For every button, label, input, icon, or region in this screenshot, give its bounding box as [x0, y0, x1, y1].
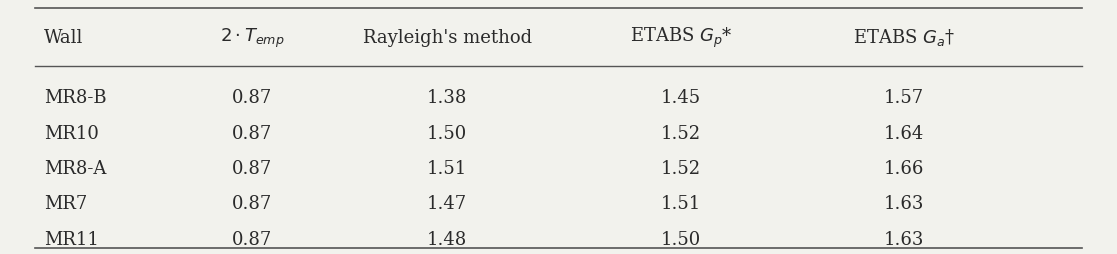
Text: 0.87: 0.87: [232, 230, 273, 248]
Text: 1.38: 1.38: [427, 89, 467, 107]
Text: Wall: Wall: [44, 29, 83, 47]
Text: 1.50: 1.50: [661, 230, 701, 248]
Text: ETABS $G_a$†: ETABS $G_a$†: [853, 27, 955, 48]
Text: 1.52: 1.52: [661, 160, 701, 177]
Text: 0.87: 0.87: [232, 195, 273, 213]
Text: 1.57: 1.57: [884, 89, 924, 107]
Text: 0.87: 0.87: [232, 160, 273, 177]
Text: Rayleigh's method: Rayleigh's method: [363, 29, 532, 47]
Text: ETABS $G_p$*: ETABS $G_p$*: [630, 26, 733, 50]
Text: 1.47: 1.47: [427, 195, 467, 213]
Text: 1.48: 1.48: [427, 230, 467, 248]
Text: 0.87: 0.87: [232, 89, 273, 107]
Text: 1.50: 1.50: [427, 124, 467, 142]
Text: $2 \cdot T_{emp}$: $2 \cdot T_{emp}$: [220, 26, 285, 49]
Text: MR8-A: MR8-A: [44, 160, 106, 177]
Text: 1.52: 1.52: [661, 124, 701, 142]
Text: 1.64: 1.64: [884, 124, 924, 142]
Text: 1.63: 1.63: [884, 230, 924, 248]
Text: MR7: MR7: [44, 195, 87, 213]
Text: 1.66: 1.66: [884, 160, 924, 177]
Text: MR8-B: MR8-B: [44, 89, 106, 107]
Text: 1.45: 1.45: [661, 89, 701, 107]
Text: 1.63: 1.63: [884, 195, 924, 213]
Text: MR10: MR10: [44, 124, 98, 142]
Text: 1.51: 1.51: [427, 160, 467, 177]
Text: 1.51: 1.51: [661, 195, 701, 213]
Text: 0.87: 0.87: [232, 124, 273, 142]
Text: MR11: MR11: [44, 230, 98, 248]
